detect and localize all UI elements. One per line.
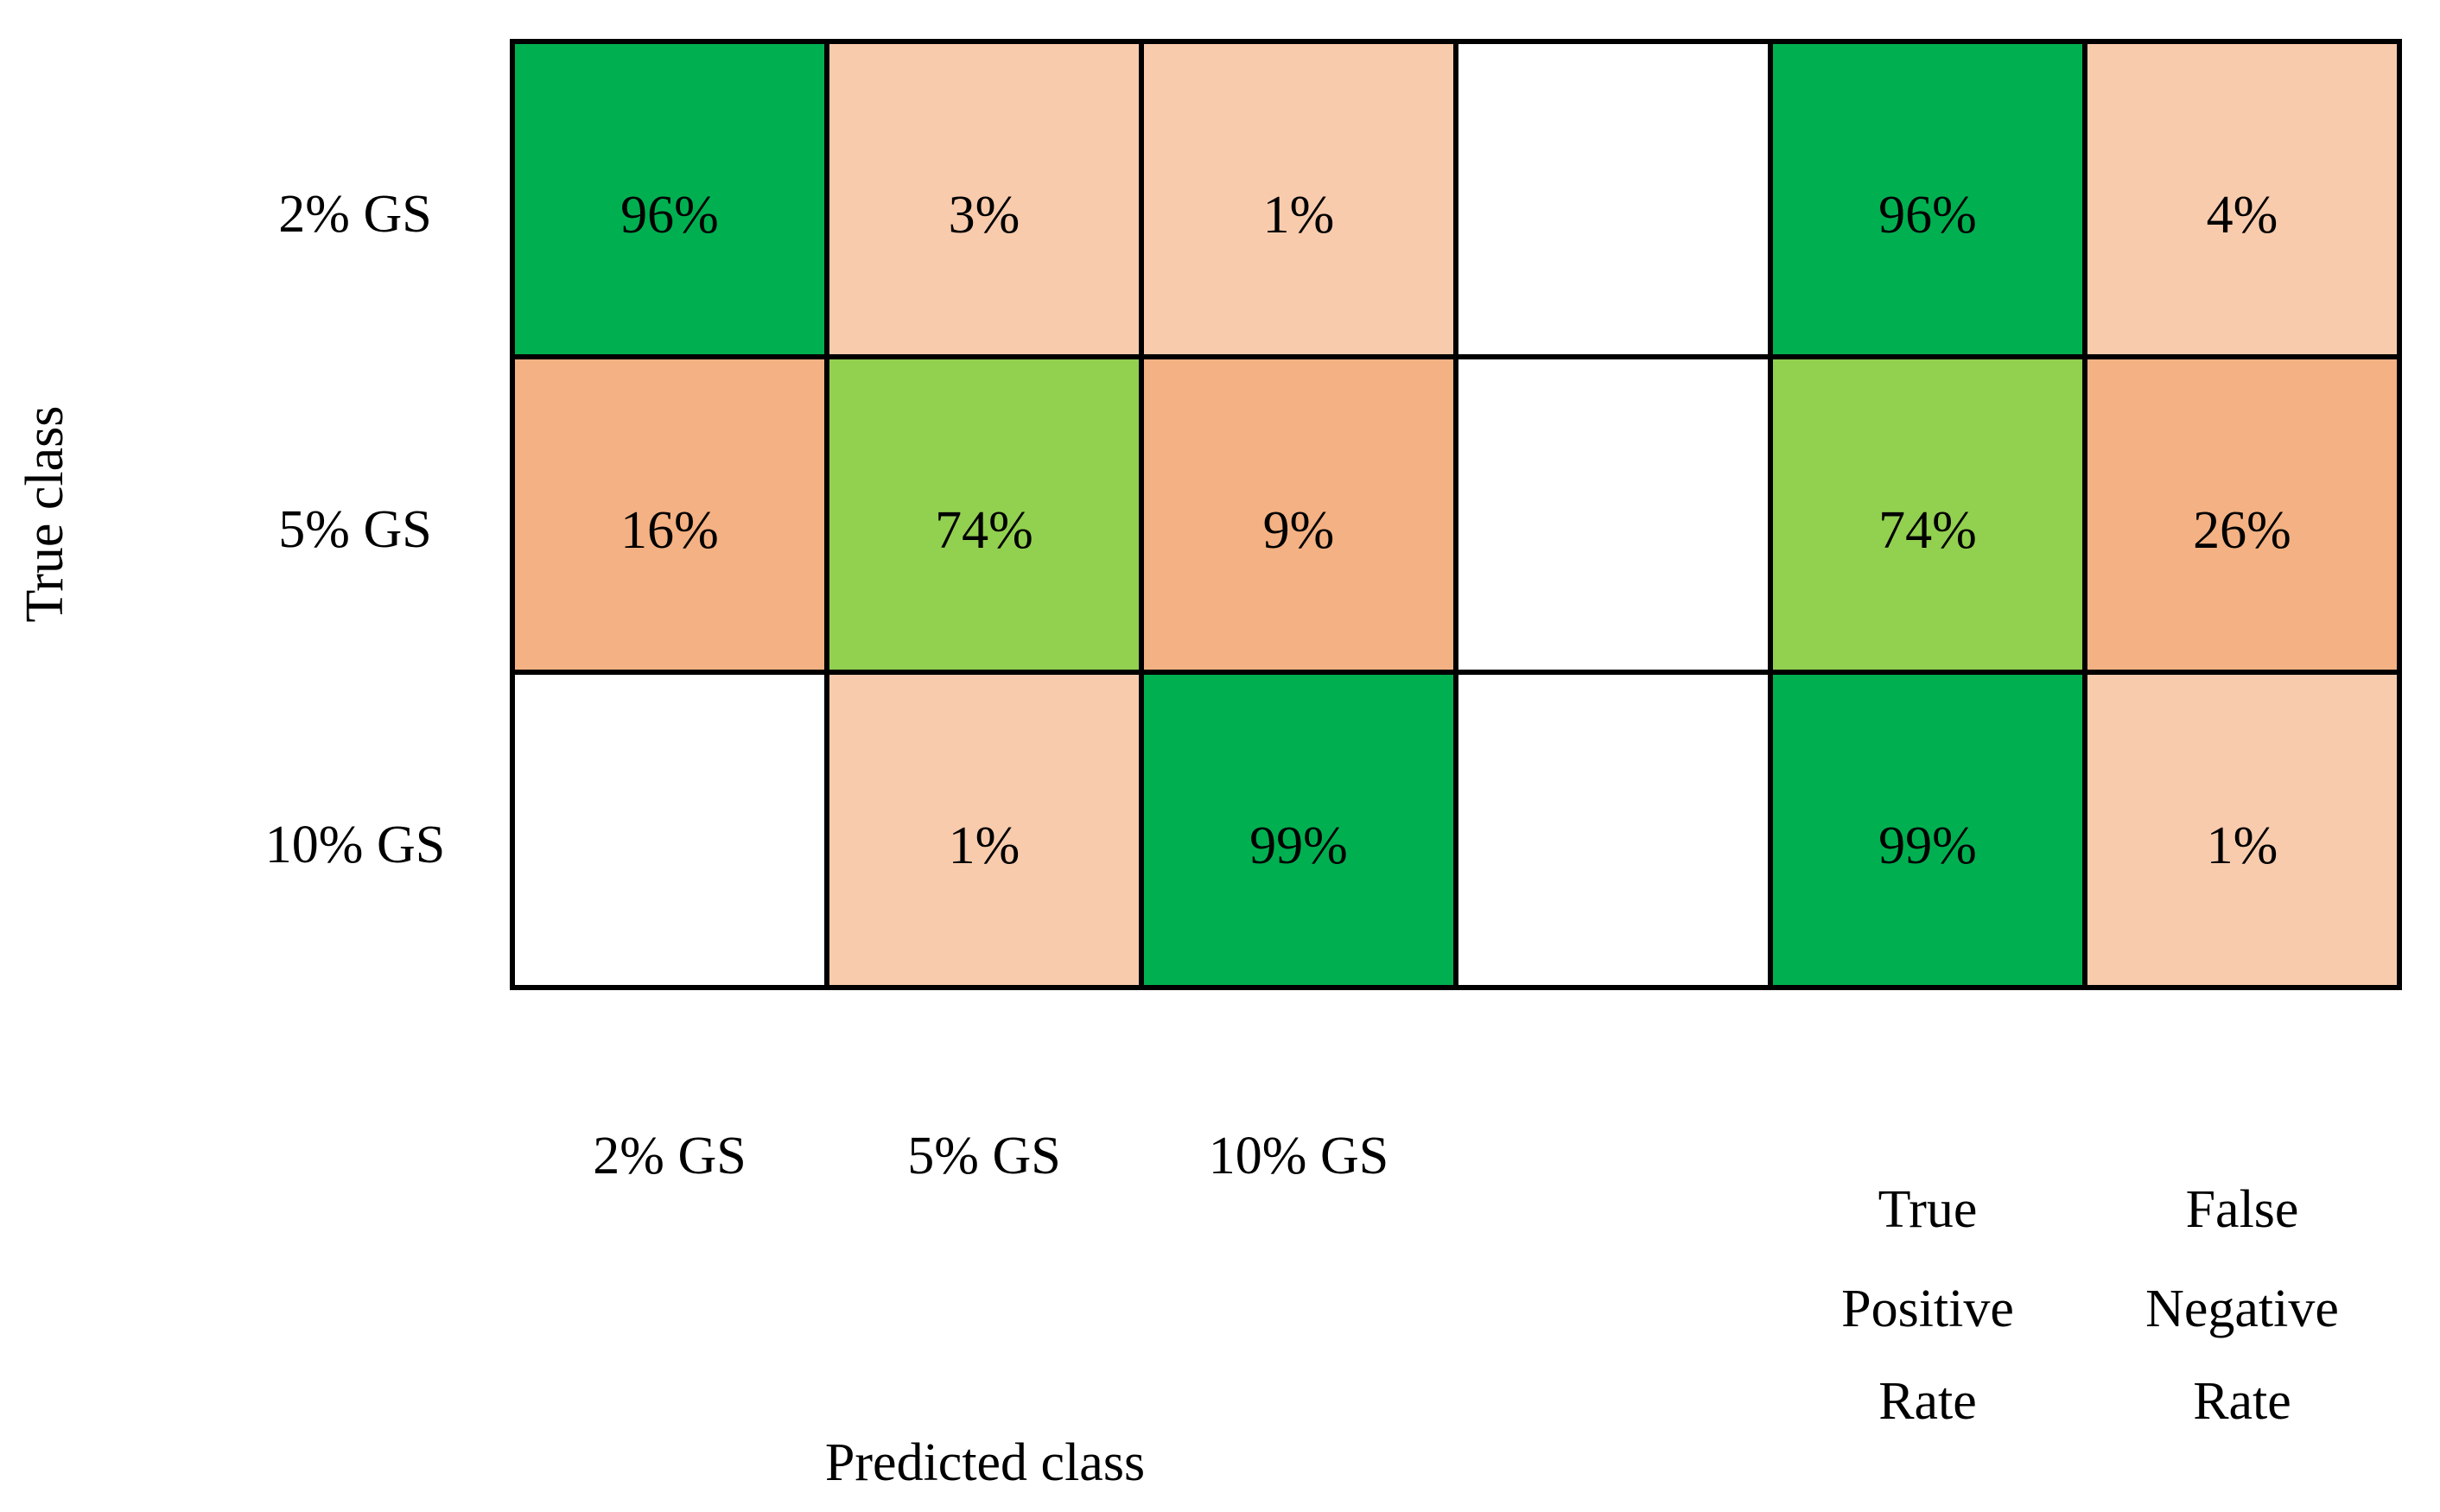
tpr-label-line-3: Rate [1878, 1372, 1977, 1431]
matrix-cell-empty [1453, 39, 1773, 359]
fnr-label-line-1: False [2185, 1180, 2299, 1239]
matrix-row-5pct-gs: 16% 74% 9% 74% 26% [510, 354, 2402, 675]
matrix-cell: 74% [824, 354, 1144, 675]
matrix-row-10pct-gs: 1% 99% 99% 1% [510, 670, 2402, 990]
fnr-label-line-2: Negative [2145, 1280, 2339, 1338]
matrix-cell: 9% [1139, 354, 1458, 675]
fnr-label-line-3: Rate [2193, 1372, 2291, 1431]
matrix-cell-empty [1453, 354, 1773, 675]
matrix-cell-empty [1453, 670, 1773, 990]
col-label-2pct-gs: 2% GS [593, 1127, 747, 1185]
x-axis-title: Predicted class [824, 1433, 1146, 1492]
confusion-matrix-grid: 96% 3% 1% 96% 4% 16% 74% 9% 74% 26% 1% 9… [510, 39, 2402, 990]
matrix-cell-empty [510, 670, 829, 990]
tpr-label-line-2: Positive [1841, 1280, 2014, 1338]
fnr-cell: 26% [2082, 354, 2402, 675]
matrix-cell: 1% [824, 670, 1144, 990]
tpr-label-line-1: True [1878, 1180, 1978, 1239]
tpr-cell: 74% [1768, 354, 2087, 675]
fnr-cell: 1% [2082, 670, 2402, 990]
col-label-5pct-gs: 5% GS [907, 1127, 1061, 1185]
matrix-cell: 1% [1139, 39, 1458, 359]
row-label-10pct-gs: 10% GS [264, 816, 446, 874]
matrix-cell: 96% [510, 39, 829, 359]
col-label-10pct-gs: 10% GS [1208, 1127, 1389, 1185]
row-label-2pct-gs: 2% GS [278, 185, 432, 244]
tpr-cell: 99% [1768, 670, 2087, 990]
matrix-row-2pct-gs: 96% 3% 1% 96% 4% [510, 39, 2402, 359]
matrix-cell: 3% [824, 39, 1144, 359]
tpr-cell: 96% [1768, 39, 2087, 359]
y-axis-title: True class [16, 405, 74, 623]
matrix-cell: 99% [1139, 670, 1458, 990]
fnr-cell: 4% [2082, 39, 2402, 359]
row-label-5pct-gs: 5% GS [278, 500, 432, 559]
matrix-cell: 16% [510, 354, 829, 675]
